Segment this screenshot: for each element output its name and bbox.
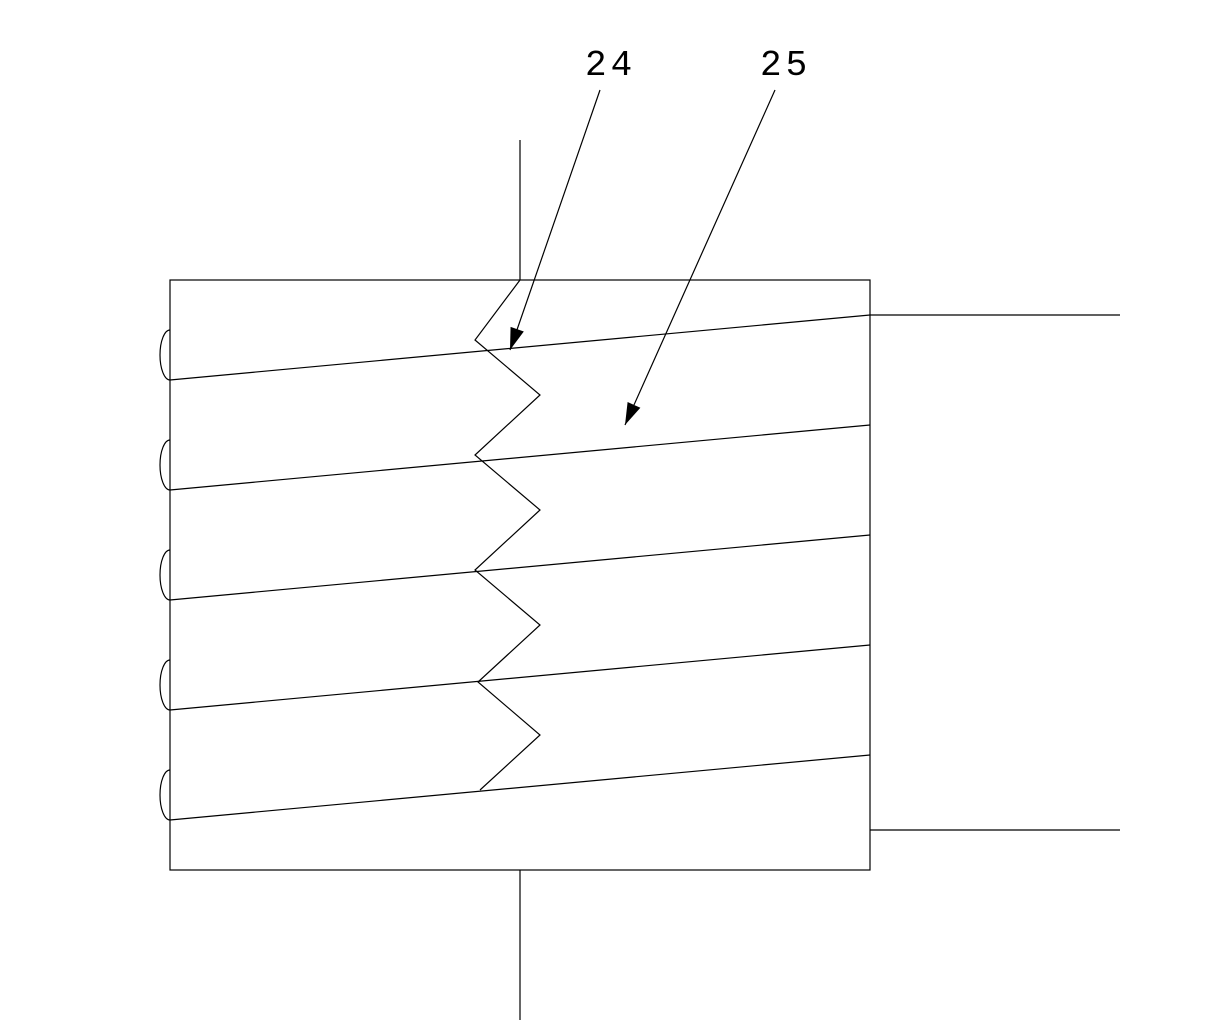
diagram-svg: 24 25: [0, 0, 1208, 1032]
coil-line: [170, 755, 870, 820]
coil-bump: [160, 440, 170, 490]
coil-bump: [160, 330, 170, 380]
coil-bump: [160, 770, 170, 820]
leader-line: [625, 90, 775, 425]
coil-bump: [160, 660, 170, 710]
main-box: [170, 280, 870, 870]
coil-line: [170, 425, 870, 490]
coil-line: [170, 645, 870, 710]
leader-line: [510, 90, 600, 350]
arrowhead-icon: [510, 327, 524, 350]
arrowhead-icon: [625, 402, 640, 425]
label-25: 25: [760, 45, 811, 86]
label-24: 24: [585, 45, 636, 86]
coil-line: [170, 315, 870, 380]
zigzag-resistor: [475, 280, 540, 790]
coil-bump: [160, 550, 170, 600]
coil-line: [170, 535, 870, 600]
